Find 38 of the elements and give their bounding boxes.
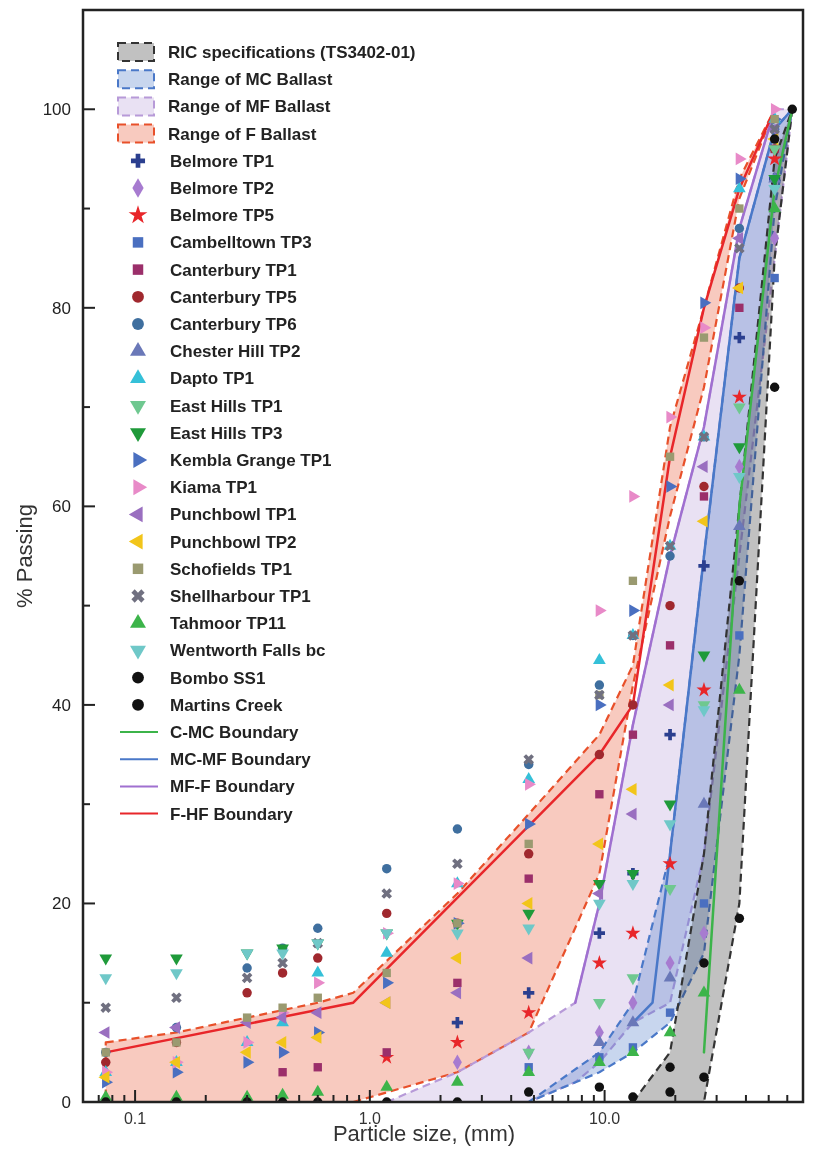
x-tick-label: 0.1: [123, 1110, 147, 1127]
legend-label: Belmore TP2: [170, 179, 274, 198]
legend-label: Wentworth Falls bc: [170, 641, 326, 661]
legend-label: Range of MF Ballast: [168, 97, 331, 117]
legend-label: MF-F Boundary: [170, 777, 296, 797]
legend-label: Canterbury TP5: [170, 287, 297, 307]
legend-label: Shellharbour TP1: [170, 587, 311, 606]
legend-label: Schofields TP1: [170, 559, 292, 579]
y-tick-label: 60: [52, 497, 71, 517]
legend-label: Punchbowl TP2: [170, 532, 297, 552]
y-tick-label: 40: [52, 695, 71, 715]
legend-label: East Hills TP3: [170, 423, 283, 443]
legend-label: Canterbury TP1: [170, 260, 297, 280]
x-tick-label: 10.0: [589, 1110, 621, 1127]
legend-label: MC-MF Boundary: [170, 750, 312, 770]
legend-label: Canterbury TP6: [170, 315, 297, 334]
legend-label: Dapto TP1: [170, 369, 255, 389]
legend-label: Belmore TP1: [170, 151, 274, 171]
legend-label: C-MC Boundary: [170, 723, 299, 742]
legend-label: Bombo SS1: [170, 668, 266, 688]
legend-label: Kembla Grange TP1: [170, 451, 332, 470]
legend-label: Range of F Ballast: [168, 124, 317, 144]
y-tick-label: 20: [52, 894, 71, 914]
legend-label: Martins Creek: [170, 695, 283, 715]
y-axis-title: % Passing: [12, 504, 37, 608]
legend-label: Range of MC Ballast: [168, 70, 333, 90]
y-tick-label: 0: [61, 1093, 71, 1112]
legend-label: East Hills TP1: [170, 396, 283, 416]
legend-label: RIC specifications (TS3402-01): [168, 43, 416, 62]
y-tick-label: 100: [42, 100, 71, 120]
legend-label: Belmore TP5: [170, 206, 274, 226]
legend-label: Kiama TP1: [170, 478, 257, 498]
legend-label: F-HF Boundary: [170, 804, 294, 824]
y-tick-label: 80: [52, 298, 71, 318]
legend-label: Tahmoor TP11: [170, 614, 286, 634]
legend-label: Chester Hill TP2: [170, 342, 301, 362]
legend-label: Cambelltown TP3: [170, 233, 312, 253]
legend-label: Punchbowl TP1: [170, 505, 297, 525]
